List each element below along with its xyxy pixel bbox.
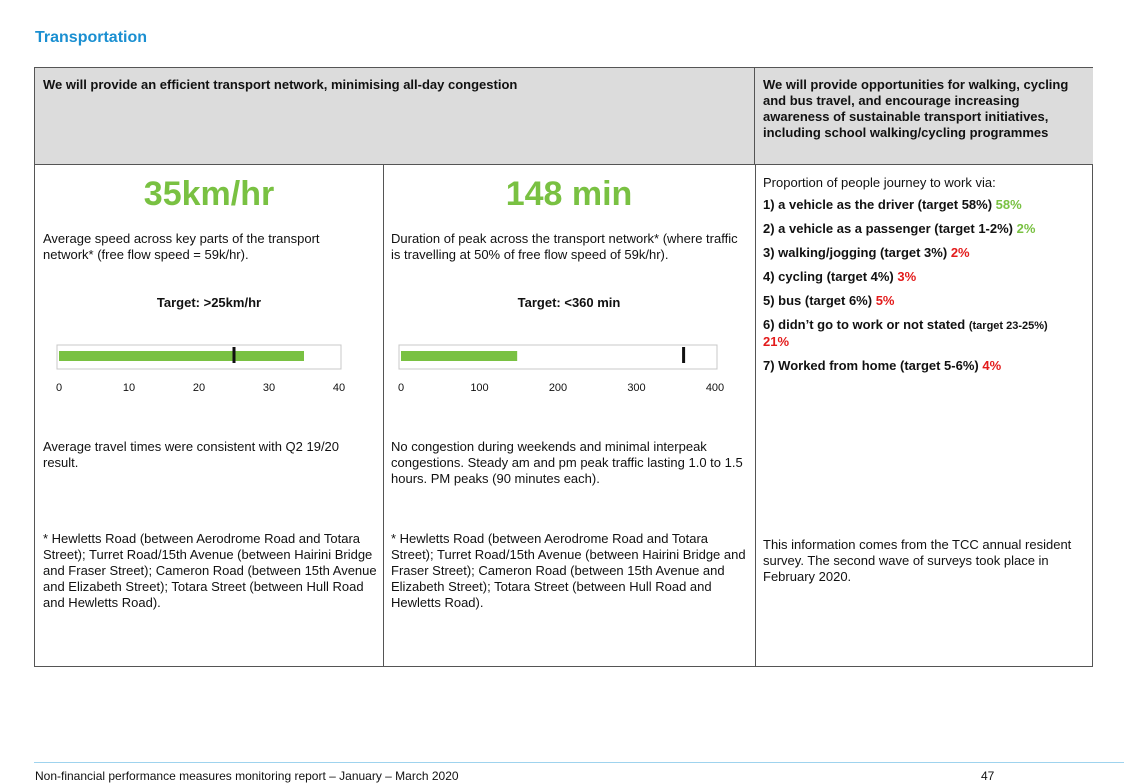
average-speed-description: Average speed across key parts of the tr…: [43, 231, 320, 262]
result-value: 2%: [1016, 221, 1036, 236]
average-speed-value: 35km/hr: [143, 175, 275, 213]
result-value: 3%: [897, 269, 917, 284]
list-item: 2) a vehicle as a passenger (target 1-2%…: [763, 221, 1036, 236]
target-marker: [682, 347, 686, 363]
result-value: 2%: [950, 245, 970, 260]
peak-duration-comment: No congestion during weekends and minima…: [391, 439, 743, 486]
tick-label: 40: [333, 382, 345, 394]
peak-duration-footnote: * Hewletts Road (between Aerodrome Road …: [391, 531, 746, 610]
peak-duration-chart: 0 100 200 300 400: [398, 344, 724, 394]
progress-bar: [59, 351, 304, 361]
journey-to-work-cell: Proportion of people journey to work via…: [755, 165, 1093, 666]
list-item: 1) a vehicle as the driver (target 58%) …: [763, 197, 1022, 212]
list-item: 4) cycling (target 4%) 3%: [763, 269, 917, 284]
header-efficient-network: We will provide an efficient transport n…: [35, 68, 755, 165]
result-value: 5%: [875, 293, 895, 308]
result-value: 4%: [982, 358, 1002, 373]
list-item: 6) didn’t go to work or not stated (targ…: [763, 317, 1048, 349]
target-marker: [232, 347, 236, 363]
progress-bar: [401, 351, 518, 361]
tick-label: 20: [193, 382, 205, 394]
footer-divider: [34, 762, 1124, 763]
measures-table: We will provide an efficient transport n…: [34, 67, 1093, 667]
tick-label: 400: [706, 382, 724, 394]
tick-label: 30: [263, 382, 275, 394]
column-divider: [383, 165, 384, 666]
tick-label: 0: [398, 382, 404, 394]
average-speed-chart: 0 10 20 30 40: [56, 344, 345, 394]
average-speed-target: Target: >25km/hr: [156, 295, 262, 310]
footer-report-title: Non-financial performance measures monit…: [35, 769, 459, 783]
journey-to-work-list: 1) a vehicle as the driver (target 58%) …: [763, 197, 1083, 382]
peak-duration-cell: 148 min Duration of peak across the tran…: [383, 165, 755, 666]
tick-label: 100: [470, 382, 488, 394]
tick-label: 300: [627, 382, 645, 394]
page-number: 47: [981, 769, 995, 783]
list-item: 5) bus (target 6%) 5%: [763, 293, 895, 308]
peak-duration-description: Duration of peak across the transport ne…: [391, 231, 738, 262]
result-value: 58%: [995, 197, 1022, 212]
journey-to-work-intro: Proportion of people journey to work via…: [763, 175, 996, 190]
average-speed-cell: 35km/hr Average speed across key parts o…: [35, 165, 383, 666]
list-item: 3) walking/jogging (target 3%) 2%: [763, 245, 970, 260]
header-sustainable-transport: We will provide opportunities for walkin…: [755, 68, 1093, 165]
list-item: 7) Worked from home (target 5-6%) 4%: [763, 358, 1002, 373]
peak-duration-value: 148 min: [505, 175, 633, 213]
average-speed-footnote: * Hewletts Road (between Aerodrome Road …: [43, 531, 377, 610]
tick-label: 0: [56, 382, 62, 394]
average-speed-comment: Average travel times were consistent wit…: [43, 439, 340, 470]
tick-label: 200: [549, 382, 567, 394]
survey-source-note: This information comes from the TCC annu…: [763, 537, 1072, 584]
column-divider: [755, 165, 756, 666]
result-value: 21%: [763, 334, 790, 349]
section-title: Transportation: [35, 29, 148, 46]
peak-duration-target: Target: <360 min: [517, 295, 621, 310]
tick-label: 10: [123, 382, 135, 394]
